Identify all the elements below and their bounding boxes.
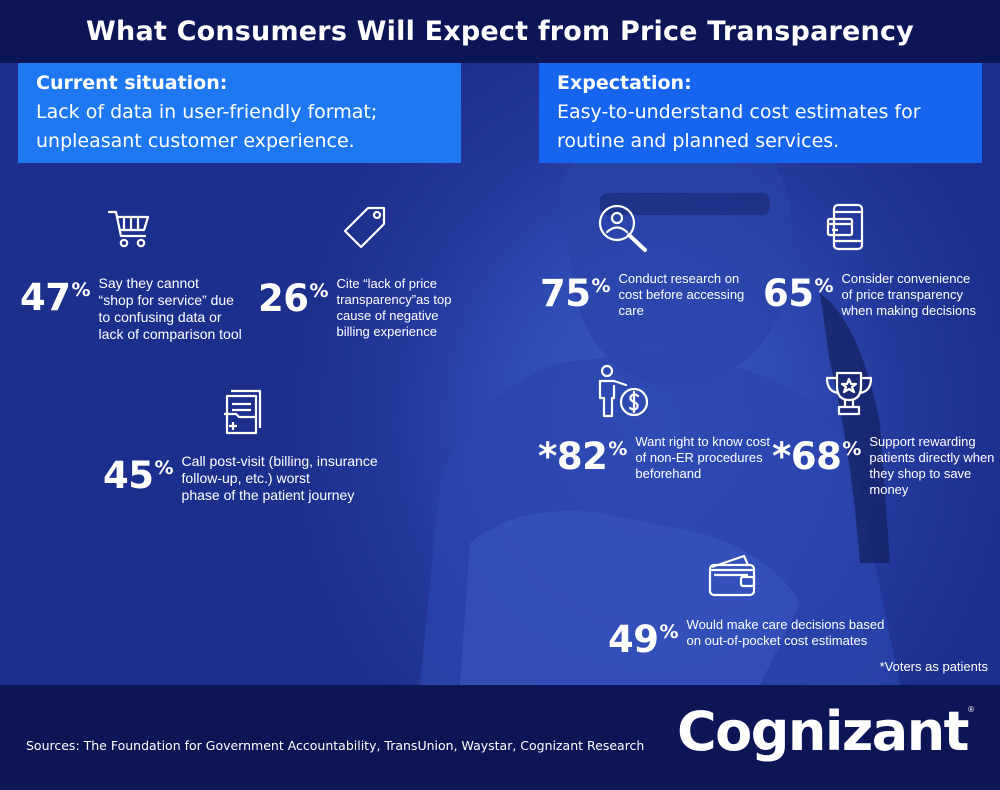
stat-45-line: phase of the patient journey (181, 487, 355, 503)
background-photo (0, 63, 1000, 685)
stat-26-description: Cite “lack of price transparency”as top … (337, 276, 452, 340)
stat-45-line: follow-up, etc.) worst (181, 470, 310, 486)
stat-75-line: care (618, 303, 644, 318)
current-situation-panel: Current situation: Lack of data in user-… (18, 63, 461, 163)
footnote: *Voters as patients (879, 659, 988, 674)
stat-68-line: patients directly when (869, 450, 995, 465)
stat-65: 65 % Consider convenience of price trans… (763, 271, 976, 319)
stat-82-line: beforehand (635, 466, 702, 481)
stat-82-unit: % (608, 438, 628, 460)
stat-45: 45 % Call post-visit (billing, insurance… (103, 453, 378, 504)
page-title: What Consumers Will Expect from Price Tr… (86, 16, 914, 47)
stat-47-description: Say they cannot “shop for service” due t… (99, 275, 242, 343)
stat-75-description: Conduct research on cost before accessin… (619, 271, 745, 319)
stat-65-line: Consider convenience (841, 271, 971, 286)
stat-49-line: on out-of-pocket cost estimates (686, 633, 868, 648)
stat-82-value: *82 (538, 435, 608, 478)
stat-65-line: of price transparency (841, 287, 963, 302)
stat-26-unit: % (309, 280, 329, 302)
stat-75-line: cost before accessing (618, 287, 745, 302)
stat-45-line: Call post-visit (billing, insurance (181, 453, 378, 469)
user-search-icon (597, 203, 649, 253)
stat-68: *68 % Support rewarding patients directl… (772, 434, 1000, 498)
sources-text: Sources: The Foundation for Government A… (26, 738, 645, 753)
medical-folder-icon (222, 388, 264, 436)
stat-45-value: 45 (103, 454, 154, 497)
title-bar: What Consumers Will Expect from Price Tr… (0, 0, 1000, 63)
stat-75-unit: % (591, 275, 611, 297)
stat-65-unit: % (814, 275, 834, 297)
stat-68-line: they shop to save money (869, 466, 972, 497)
stat-82-line: of non-ER procedures (635, 450, 763, 465)
stat-75: 75 % Conduct research on cost before acc… (540, 271, 744, 319)
stat-47-line: lack of comparison tool (98, 326, 242, 342)
stat-65-description: Consider convenience of price transparen… (842, 271, 976, 319)
stat-47: 47 % Say they cannot “shop for service” … (20, 275, 242, 343)
registered-mark-icon: ® (968, 705, 974, 714)
cognizant-logo: Cognizant (677, 700, 969, 763)
stat-68-unit: % (842, 438, 862, 460)
stat-49: 49 % Would make care decisions based on … (608, 617, 884, 661)
stat-47-line: “shop for service” due (98, 292, 234, 308)
stat-75-value: 75 (540, 272, 591, 315)
man-with-phone-silhouette (420, 111, 900, 685)
stat-82-line: Want right to know cost (635, 434, 771, 449)
stat-49-line: Would make care decisions based (686, 617, 885, 632)
stat-75-line: Conduct research on (618, 271, 740, 286)
price-tag-icon (342, 204, 390, 252)
stat-49-value: 49 (608, 618, 659, 661)
stat-45-unit: % (154, 457, 174, 479)
stat-45-description: Call post-visit (billing, insurance foll… (182, 453, 378, 504)
stat-26-line: Cite “lack of price (336, 276, 437, 291)
stat-68-description: Support rewarding patients directly when… (869, 434, 1000, 498)
expectation-heading: Expectation: (557, 72, 692, 94)
stat-82: *82 % Want right to know cost of non-ER … (538, 434, 770, 482)
current-situation-line-1: Lack of data in user-friendly format; (36, 101, 378, 123)
stat-68-line: Support rewarding (869, 434, 976, 449)
stat-26-value: 26 (258, 277, 309, 320)
current-situation-line-2: unpleasant customer experience. (36, 130, 355, 152)
expectation-line-2: routine and planned services. (557, 130, 840, 152)
expectation-panel: Expectation: Easy-to-understand cost est… (539, 63, 982, 163)
stat-47-value: 47 (20, 276, 71, 319)
stat-47-line: Say they cannot (98, 275, 199, 291)
person-dollar-icon (596, 364, 652, 418)
stat-82-description: Want right to know cost of non-ER proced… (635, 434, 770, 482)
stat-65-value: 65 (763, 272, 814, 315)
shopping-cart-icon (107, 208, 151, 250)
trophy-icon (823, 370, 875, 418)
stat-47-unit: % (71, 279, 91, 301)
stat-49-unit: % (659, 621, 679, 643)
stat-68-value: *68 (772, 435, 842, 478)
stat-26-line: transparency”as top (336, 292, 452, 307)
stat-26-line: cause of negative (336, 308, 439, 323)
stat-26-line: billing experience (336, 324, 437, 339)
footer: Sources: The Foundation for Government A… (0, 685, 1000, 790)
stat-49-description: Would make care decisions based on out-o… (687, 617, 885, 649)
stat-65-line: when making decisions (841, 303, 976, 318)
expectation-line-1: Easy-to-understand cost estimates for (557, 101, 921, 123)
wallet-icon (708, 553, 758, 599)
stat-26: 26 % Cite “lack of price transparency”as… (258, 276, 451, 340)
mobile-payment-icon (826, 203, 868, 251)
current-situation-heading: Current situation: (36, 72, 228, 94)
stat-47-line: to confusing data or (98, 309, 222, 325)
